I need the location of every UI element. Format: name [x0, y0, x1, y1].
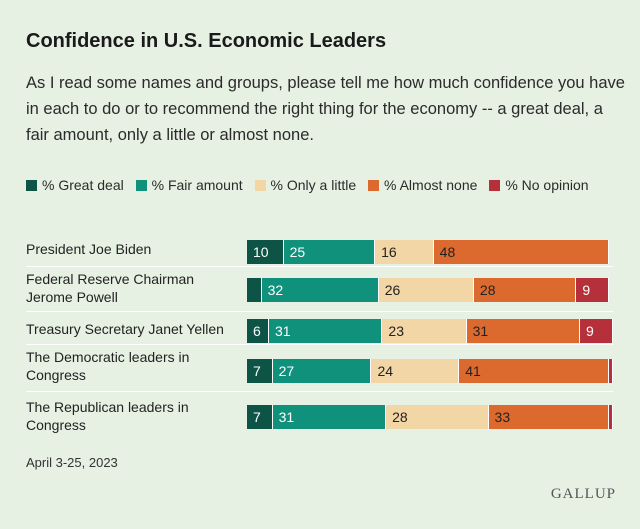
- bar-segment: 26: [378, 278, 474, 302]
- data-label: 32: [267, 282, 284, 298]
- bar-segment: 7: [247, 405, 273, 429]
- bar-segment: 25: [283, 240, 376, 264]
- category-label: The Democratic leaders in Congress: [26, 349, 190, 383]
- stacked-bar: 7 31 28 33: [247, 405, 613, 429]
- data-label: 28: [392, 409, 408, 425]
- bar-segment: 9: [576, 278, 610, 302]
- data-label: 7: [253, 409, 261, 425]
- bar-segment: 41: [459, 359, 610, 383]
- bar-segment: 48: [433, 240, 610, 264]
- bar-segment: 31: [466, 319, 581, 343]
- bar-segment: 16: [375, 240, 434, 264]
- bar-segment: 9: [580, 319, 613, 343]
- chart-title: Confidence in U.S. Economic Leaders: [26, 30, 387, 52]
- bar-segment: [247, 278, 262, 302]
- gallup-logo: GALLUP: [550, 486, 616, 502]
- data-label: 9: [582, 282, 591, 298]
- row-divider: [26, 311, 613, 312]
- bar-segment: 27: [272, 359, 372, 383]
- legend-item: % Only a little: [254, 177, 357, 193]
- legend-swatch: [135, 180, 147, 191]
- row-divider: [26, 344, 613, 345]
- bar-segment: 7: [247, 359, 273, 383]
- legend-swatch: [489, 180, 501, 191]
- bar-segment: 23: [382, 319, 467, 343]
- bar-segment: 31: [268, 319, 383, 343]
- data-label: 27: [278, 363, 295, 379]
- category-label: Treasury Secretary Janet Yellen: [26, 321, 224, 337]
- bar-segment: 6: [247, 319, 269, 343]
- stacked-bar: 6 31 23 31 9: [247, 319, 613, 343]
- legend-swatch: [26, 180, 37, 191]
- data-label: 25: [289, 244, 306, 260]
- data-label: 7: [253, 363, 261, 379]
- stacked-bar: 32 26 28 9: [247, 278, 613, 302]
- legend-item: % Almost none: [368, 177, 477, 193]
- bar-segment: 28: [473, 278, 577, 302]
- data-label: 10: [253, 244, 269, 260]
- data-label: 31: [274, 323, 291, 339]
- data-label: 48: [439, 244, 456, 260]
- row-divider: [26, 391, 613, 392]
- category-label: The Republican leaders in Congress: [26, 399, 189, 433]
- bar-segment: 33: [488, 405, 610, 429]
- data-label: 23: [388, 323, 404, 339]
- legend-swatch: [254, 180, 266, 191]
- data-label: 28: [479, 282, 496, 298]
- legend-label: % Almost none: [384, 177, 478, 193]
- bar-segment: 32: [261, 278, 379, 302]
- legend-label: % Fair amount: [151, 177, 243, 193]
- data-label: 31: [472, 323, 489, 339]
- category-label: President Joe Biden: [26, 241, 152, 257]
- legend-item: % Great deal: [26, 177, 124, 193]
- row-divider: [26, 266, 613, 267]
- bar-segment: [609, 405, 613, 429]
- data-label: 33: [494, 409, 511, 425]
- stacked-bar: 7 27 24 41: [247, 359, 613, 383]
- legend: % Great deal % Fair amount % Only a litt…: [26, 175, 616, 196]
- bar-segment: 10: [247, 240, 284, 264]
- legend-item: % Fair amount: [135, 177, 243, 193]
- legend-label: % No opinion: [505, 177, 589, 193]
- legend-swatch: [368, 180, 380, 191]
- legend-label: % Only a little: [270, 177, 357, 193]
- data-label: 6: [253, 323, 261, 339]
- data-label: 41: [465, 363, 481, 379]
- bar-segment: [609, 359, 613, 383]
- data-label: 9: [586, 323, 594, 339]
- category-label: Federal Reserve Chairman Jerome Powell: [26, 271, 195, 305]
- legend-item: % No opinion: [489, 177, 589, 193]
- data-label: 16: [381, 244, 397, 260]
- legend-label: % Great deal: [42, 177, 124, 193]
- survey-date: April 3-25, 2023: [26, 455, 118, 470]
- bar-segment: 24: [371, 359, 460, 383]
- stacked-bar: 10 25 16 48: [247, 240, 613, 264]
- chart-subtitle: As I read some names and groups, please …: [26, 74, 625, 144]
- data-label: 26: [384, 282, 401, 298]
- data-label: 24: [377, 363, 394, 379]
- bar-segment: 31: [272, 405, 387, 429]
- bar-segment: 28: [386, 405, 489, 429]
- data-label: 31: [278, 409, 295, 425]
